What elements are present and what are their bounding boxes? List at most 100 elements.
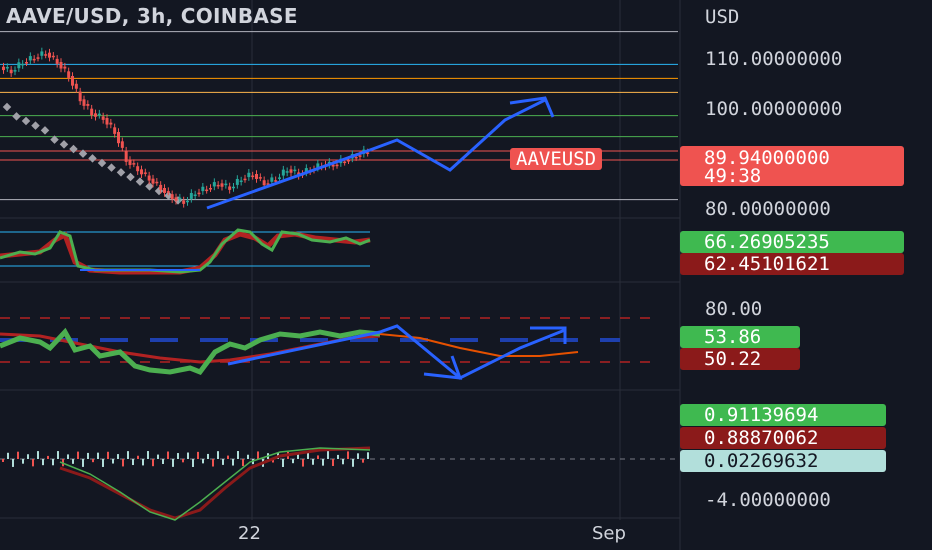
sar-dot [40,126,50,135]
candle-body [40,51,44,56]
last-price-value: 89.94000000 [704,147,830,169]
time-tick-sep: Sep [592,523,626,544]
sar-dot [97,158,107,168]
projection-path[interactable] [369,98,546,172]
sar-dot [31,121,40,130]
candle-body [17,62,21,69]
price-tick-110: 110.00000000 [705,48,843,70]
histogram-bar [42,459,44,466]
stoch-arrow-path[interactable] [227,324,566,380]
histogram-bar [82,459,84,467]
candle-body [366,152,370,154]
candle-body [193,194,197,197]
stoch-tick-80: 80.00 [705,298,763,320]
histogram-bar [77,451,79,459]
histogram-bar [237,451,239,459]
projection-arrowhead [509,96,555,118]
candle-body [178,197,182,200]
candle-body [281,169,285,176]
candle-body [170,194,174,200]
histogram-bar [222,459,224,465]
stoch-fast-line [0,327,381,376]
sar-dot [21,116,31,126]
histogram-bar [177,453,179,459]
trend-line[interactable] [206,148,371,210]
candle-body [136,166,140,172]
price-tick-80: 80.00000000 [705,198,831,220]
candle-body [212,182,216,187]
histogram-bar [307,451,309,459]
candle-body [243,178,247,181]
candle-body [51,55,55,58]
candle-body [71,76,74,86]
candle-body [174,197,178,201]
candle-body [44,54,48,56]
candle-body [304,168,308,173]
rsi-signal-tag: 62.45101621 [680,253,904,275]
histogram-bar [297,453,299,459]
candle-body [128,160,132,165]
histogram-bar [347,451,349,459]
stoch-arrow-up-head [530,326,567,344]
histogram-bar [17,451,19,459]
candle-body [216,184,220,187]
histogram-bar [227,455,229,459]
candle-body [228,186,232,190]
candle-body [205,189,209,192]
histogram-bar [147,451,149,459]
rsi-value-tag: 66.26905235 [680,231,904,253]
sar-dot [107,163,116,172]
candle-body [78,91,82,102]
candle-body [97,113,101,116]
histogram-bar [67,454,69,459]
histogram-bar [167,451,169,459]
stoch-projection [379,333,579,357]
histogram-bar [197,451,199,459]
symbol-label-tag: AAVEUSD [510,148,603,170]
candle-body [101,116,105,120]
candle-body [94,113,97,117]
macd-tick-neg4: -4.00000000 [705,489,831,511]
histogram-bar [2,459,4,462]
candle-body [201,186,205,192]
rsi-line [0,228,371,274]
histogram-bar [362,459,364,463]
candle-body [5,66,9,69]
price-tick-100: 100.00000000 [705,98,843,120]
histogram-bar [212,459,214,467]
histogram-bar [22,459,24,464]
candle-body [278,177,281,179]
histogram-bar [117,454,119,459]
histogram-bar [47,455,49,459]
horizontal-levels [0,31,678,201]
sar-dot [88,154,97,163]
candle-body [274,180,278,182]
histogram-bar [217,451,219,459]
histogram-bar [282,459,284,467]
sar-dot [135,177,145,186]
candle-body [316,163,320,168]
histogram-bar [162,459,164,464]
candle-body [182,200,186,204]
candle-body [90,108,94,116]
candle-body [186,200,189,203]
candle-body [235,178,239,185]
histogram-bar [312,459,314,465]
histogram-bar [187,452,189,459]
macd-signal-line [59,446,371,520]
candle-body [285,171,289,173]
macd-line [59,447,371,521]
histogram-bar [202,459,204,464]
sar-dot [59,140,69,149]
candle-body [32,58,36,61]
symbol-title: AAVE/USD, 3h, COINBASE [6,4,298,28]
sar-dot [2,102,12,112]
histogram-bar [332,459,334,466]
candle-body [335,164,339,167]
candle-body [117,132,120,144]
candle-body [347,160,350,162]
candle-body [55,58,59,64]
candle-body [232,186,235,189]
candle-body [262,180,266,186]
candle-body [251,175,255,178]
